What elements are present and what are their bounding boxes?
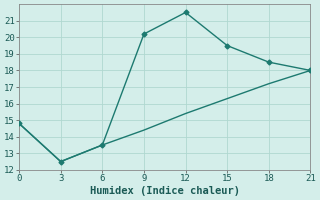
X-axis label: Humidex (Indice chaleur): Humidex (Indice chaleur) xyxy=(90,186,240,196)
